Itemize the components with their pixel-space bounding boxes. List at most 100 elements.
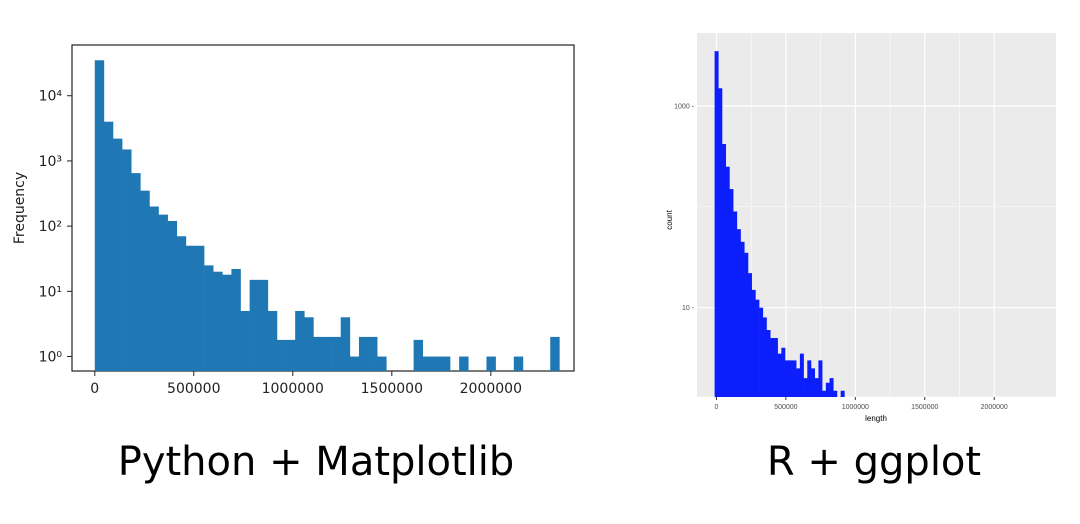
mpl-bar (331, 336, 342, 371)
gg-bar (785, 360, 790, 397)
gg-bars (714, 51, 845, 398)
mpl-y-tick-label: 10³ (39, 154, 62, 170)
gg-bar (736, 229, 741, 397)
mpl-bar (322, 336, 332, 371)
gg-bar (759, 307, 764, 397)
gg-bar (773, 338, 778, 397)
ggplot-chart: 0 500000 1000000 1500000 2000000 10 -1000 - … (665, 33, 1056, 423)
mpl-bar (349, 356, 360, 371)
mpl-y-tick-label: 10⁰ (39, 350, 63, 366)
mpl-x-axis: 0 500000 1000000 1500000 2000000 (90, 371, 522, 397)
gg-bar (825, 382, 830, 397)
gg-x-tick-label: 2000000 (981, 404, 1008, 411)
gg-x-tick-label: 1000000 (842, 404, 869, 411)
gg-y-axis-label: count (665, 209, 674, 229)
gg-bar (718, 88, 723, 398)
gg-bar (725, 166, 730, 397)
gg-y-tick-label: 1000 - (674, 104, 695, 111)
mpl-bar (231, 269, 241, 371)
mpl-bar (486, 356, 496, 371)
gg-bar (770, 338, 775, 397)
caption-left: Python + Matplotlib (118, 439, 515, 485)
gg-bar (818, 360, 823, 397)
gg-bar (807, 360, 812, 397)
gg-y-axis: 10 - 1000 - (674, 104, 695, 313)
gg-bar (747, 273, 752, 397)
gg-x-tick-label: 500000 (774, 404, 797, 411)
gg-y-tick-label: 10 - (682, 305, 695, 312)
mpl-bar (459, 356, 469, 371)
mpl-bar (377, 356, 387, 371)
gg-bar (833, 390, 838, 397)
mpl-bar (240, 310, 250, 371)
mpl-bar (431, 356, 442, 371)
mpl-bar (185, 245, 196, 371)
mpl-bar (295, 310, 305, 371)
gg-bar (792, 360, 797, 397)
gg-bar (814, 378, 819, 397)
mpl-bar (194, 245, 205, 371)
gg-x-axis-label: length (865, 414, 887, 423)
mpl-y-tick-label: 10⁴ (39, 89, 63, 105)
mpl-bar (158, 214, 168, 371)
mpl-y-tick-label: 10¹ (39, 284, 62, 300)
gg-bar (777, 353, 782, 397)
caption-right: R + ggplot (767, 439, 981, 485)
gg-x-tick-label: 0 (714, 404, 718, 411)
gg-bar (751, 289, 756, 397)
mpl-bar (131, 173, 141, 371)
matplotlib-chart: 0 500000 1000000 1500000 2000000 10⁰10¹10²10… (12, 44, 575, 397)
mpl-bars (94, 60, 560, 371)
mpl-bar (140, 190, 150, 371)
mpl-bar (112, 138, 123, 371)
mpl-bar (204, 265, 214, 371)
mpl-x-tick-label: 0 (90, 381, 99, 397)
gg-bar (799, 353, 804, 397)
mpl-y-axis-label: Frequency (12, 172, 28, 244)
gg-bar (733, 211, 738, 397)
mpl-bar (276, 339, 287, 371)
gg-x-tick-label: 1500000 (911, 404, 938, 411)
gg-bar (781, 347, 786, 397)
mpl-bar (149, 206, 159, 371)
mpl-x-tick-label: 1000000 (262, 381, 324, 397)
gg-bar (840, 390, 845, 397)
mpl-bar (422, 356, 433, 371)
mpl-bar (313, 336, 323, 371)
mpl-bar (267, 310, 278, 371)
mpl-bar (358, 336, 369, 371)
mpl-bar (440, 356, 451, 371)
mpl-bar (340, 317, 351, 371)
gg-bar (755, 299, 760, 397)
mpl-bar (413, 339, 424, 371)
mpl-bar (103, 121, 114, 371)
mpl-y-tick-label: 10² (39, 219, 62, 235)
gg-bar (744, 252, 749, 397)
gg-bar (722, 144, 727, 397)
mpl-y-axis: 10⁰ 10¹ 10² 10³ 10⁴ (39, 89, 72, 366)
mpl-x-tick-label: 2000000 (460, 381, 522, 397)
mpl-bar (550, 336, 560, 371)
gg-bar (822, 390, 827, 397)
mpl-bar (513, 356, 524, 371)
mpl-bar (122, 149, 132, 371)
gg-bar (803, 378, 808, 397)
mpl-bar (368, 336, 378, 371)
gg-bar (714, 51, 719, 398)
gg-bar (788, 360, 793, 397)
gg-bar (829, 378, 834, 397)
gg-bar (762, 317, 767, 397)
gg-bar (729, 189, 734, 397)
mpl-bar (213, 271, 223, 371)
mpl-bar (249, 279, 260, 371)
gg-x-axis: 0 500000 1000000 1500000 2000000 (714, 397, 1008, 411)
mpl-x-tick-label: 1500000 (361, 381, 423, 397)
gg-bar (810, 368, 816, 397)
mpl-bar (94, 60, 105, 371)
gg-bar (766, 330, 771, 397)
mpl-bar (286, 339, 296, 371)
mpl-bar (176, 236, 187, 371)
mpl-bar (222, 274, 232, 371)
mpl-bar (304, 317, 314, 371)
